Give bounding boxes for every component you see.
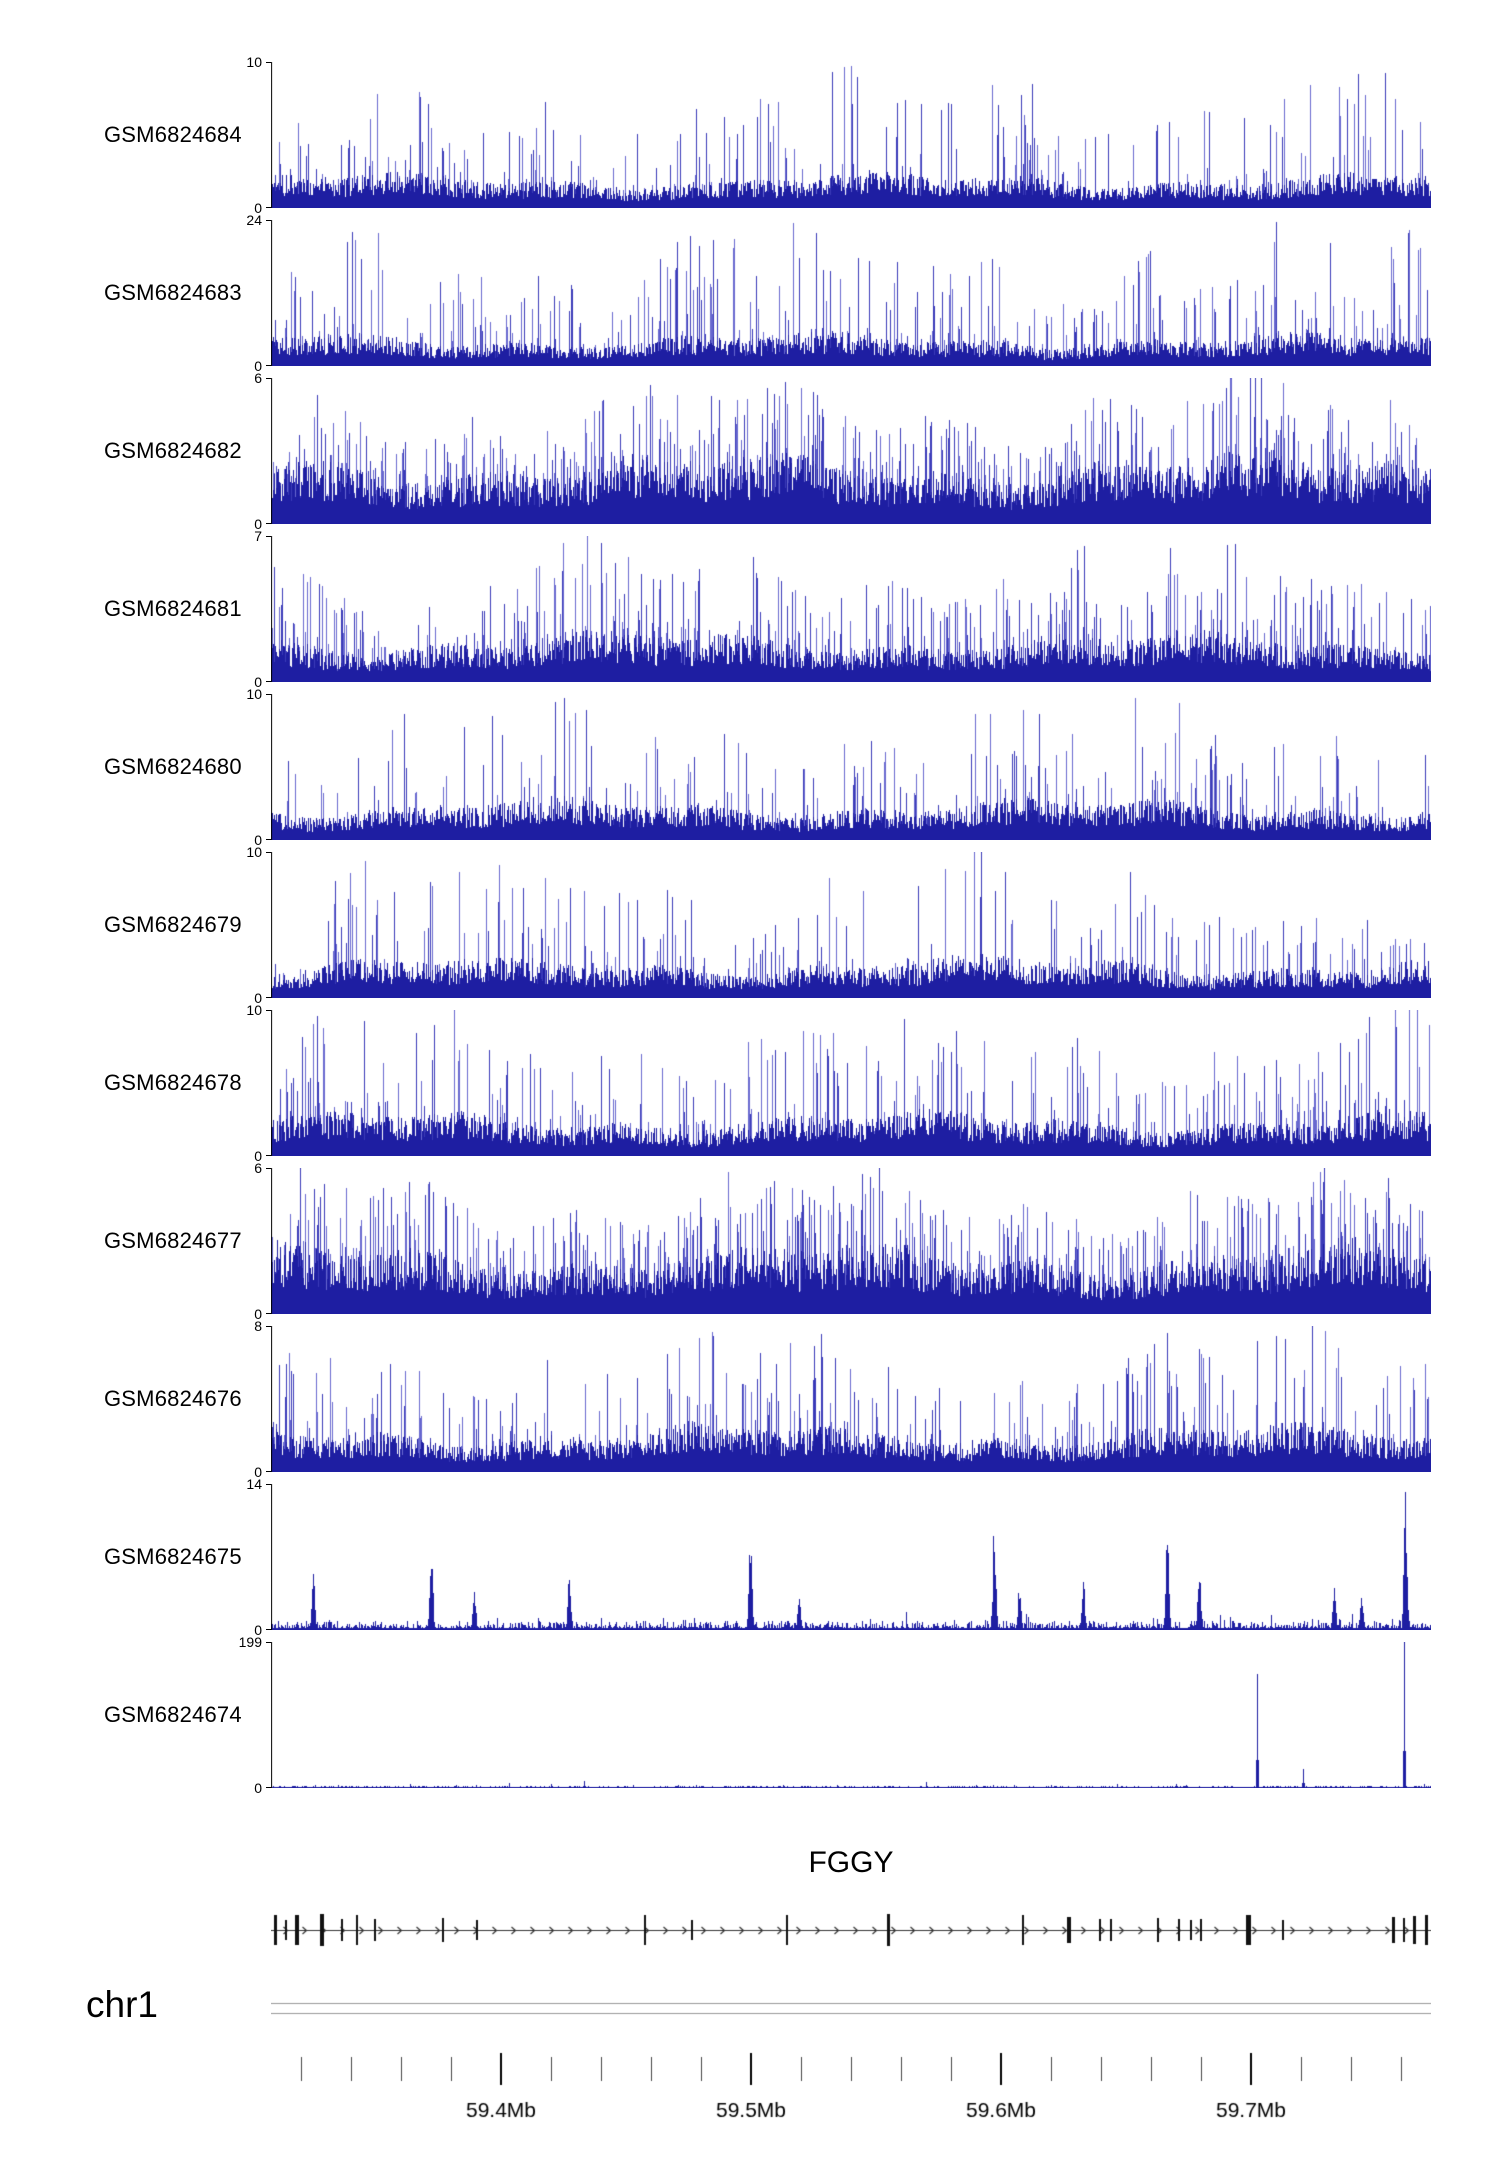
coverage-track: GSM6824682 6 0 [0, 370, 1500, 532]
y-axis-zero-label: 0 [254, 1464, 262, 1480]
y-axis-max-label: 7 [254, 528, 262, 544]
y-axis-max-label: 8 [254, 1318, 262, 1334]
y-axis-max-label: 10 [246, 1002, 262, 1018]
track-plot-area: 10 0 [246, 844, 1431, 1006]
coverage-track: GSM6824675 14 0 [0, 1476, 1500, 1638]
track-sample-label: GSM6824680 [104, 754, 242, 779]
track-sample-label: GSM6824678 [104, 1070, 242, 1095]
coverage-track: GSM6824681 7 0 [0, 528, 1500, 690]
coverage-signal-canvas [271, 852, 1431, 998]
track-plot-area: 10 0 [246, 686, 1431, 848]
track-plot-area: 10 0 [246, 54, 1431, 216]
coverage-track: GSM6824684 10 0 [0, 54, 1500, 216]
track-sample-label: GSM6824674 [104, 1702, 242, 1727]
coverage-signal-canvas [271, 220, 1431, 366]
track-sample-label: GSM6824676 [104, 1386, 242, 1411]
coverage-signal-canvas [271, 536, 1431, 682]
track-sample-label: GSM6824684 [104, 122, 242, 147]
coverage-track: GSM6824679 10 0 [0, 844, 1500, 1006]
track-plot-area: 10 0 [246, 1002, 1431, 1164]
track-plot-area: 6 0 [254, 370, 1431, 532]
track-plot-area: 6 0 [254, 1160, 1431, 1322]
track-sample-label: GSM6824682 [104, 438, 242, 463]
y-axis-zero-label: 0 [254, 832, 262, 848]
y-axis-zero-label: 0 [254, 1780, 262, 1796]
genome-axis-track [271, 1995, 1431, 2135]
track-plot-area: 199 0 [239, 1634, 1431, 1796]
coverage-track: GSM6824678 10 0 [0, 1002, 1500, 1164]
track-plot-area: 8 0 [254, 1318, 1431, 1480]
track-plot-area: 14 0 [246, 1476, 1431, 1638]
y-axis-zero-label: 0 [254, 516, 262, 532]
chromosome-label: chr1 [86, 1984, 158, 2025]
coverage-signal-canvas [271, 1168, 1431, 1314]
y-axis-max-label: 10 [246, 686, 262, 702]
coverage-track: GSM6824677 6 0 [0, 1160, 1500, 1322]
y-axis-max-label: 6 [254, 370, 262, 386]
track-plot-area: 24 0 [246, 212, 1431, 374]
coverage-signal-canvas [271, 1326, 1431, 1472]
y-axis-max-label: 10 [246, 54, 262, 70]
y-axis-zero-label: 0 [254, 1622, 262, 1638]
gene-model-track [271, 1892, 1431, 1968]
coverage-signal-canvas [271, 1010, 1431, 1156]
y-axis-zero-label: 0 [254, 358, 262, 374]
y-axis-max-label: 6 [254, 1160, 262, 1176]
y-axis-zero-label: 0 [254, 1306, 262, 1322]
coverage-track: GSM6824676 8 0 [0, 1318, 1500, 1480]
y-axis-zero-label: 0 [254, 990, 262, 1006]
track-sample-label: GSM6824681 [104, 596, 242, 621]
y-axis-zero-label: 0 [254, 674, 262, 690]
y-axis-max-label: 199 [238, 1634, 262, 1650]
coverage-track: GSM6824680 10 0 [0, 686, 1500, 848]
coverage-track: GSM6824683 24 0 [0, 212, 1500, 374]
coverage-signal-canvas [271, 1642, 1431, 1788]
y-axis-zero-label: 0 [254, 200, 262, 216]
coverage-signal-canvas [271, 1484, 1431, 1630]
y-axis-max-label: 10 [246, 844, 262, 860]
coverage-signal-canvas [271, 694, 1431, 840]
track-sample-label: GSM6824683 [104, 280, 242, 305]
coverage-track: GSM6824674 199 0 [0, 1634, 1500, 1796]
track-sample-label: GSM6824677 [104, 1228, 242, 1253]
y-axis-zero-label: 0 [254, 1148, 262, 1164]
track-sample-label: GSM6824679 [104, 912, 242, 937]
gene-name-label: FGGY [808, 1846, 894, 1879]
track-plot-area: 7 0 [254, 528, 1431, 690]
coverage-signal-canvas [271, 62, 1431, 208]
track-sample-label: GSM6824675 [104, 1544, 242, 1569]
coverage-signal-canvas [271, 378, 1431, 524]
y-axis-max-label: 24 [246, 212, 262, 228]
y-axis-max-label: 14 [246, 1476, 262, 1492]
